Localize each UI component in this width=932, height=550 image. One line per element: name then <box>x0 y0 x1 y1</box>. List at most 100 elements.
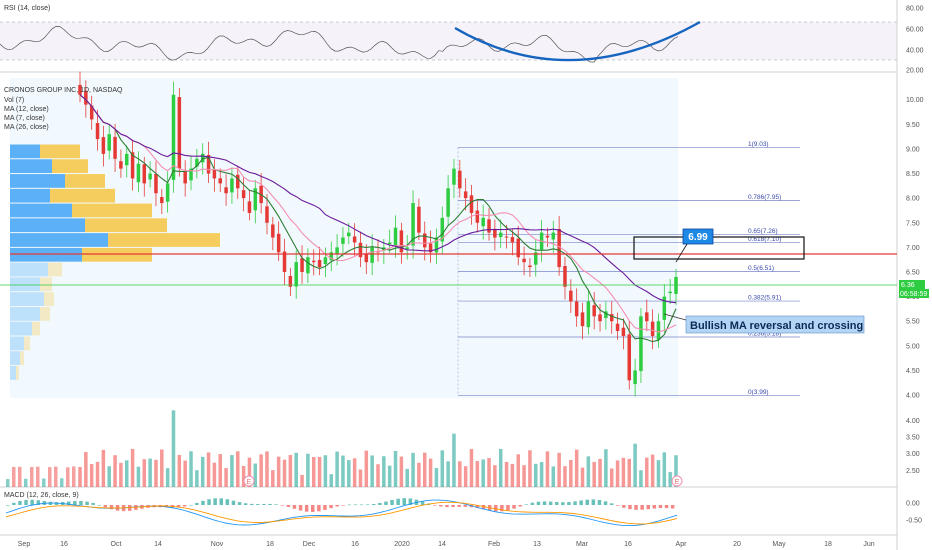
volume-profile-up-bar <box>10 262 48 277</box>
fib-level-label: 0.382(5.91) <box>748 295 781 302</box>
earnings-marker-1[interactable] <box>243 475 255 487</box>
earnings-marker-2[interactable] <box>671 475 683 487</box>
volume-profile-down-bar <box>48 262 62 277</box>
macd-histogram-bar <box>30 499 34 505</box>
volume-bar <box>428 458 433 487</box>
volume-bar <box>195 470 199 487</box>
volume-bar <box>493 465 497 487</box>
candle-body <box>271 224 275 238</box>
macd-histogram-bar <box>311 505 315 512</box>
volume-profile-down-bar <box>50 188 115 203</box>
candle-body <box>265 206 269 223</box>
volume-bar <box>189 451 193 487</box>
candle-body <box>136 163 141 183</box>
price-tag-label: 6.99 <box>688 232 708 243</box>
volume-bar <box>569 460 573 487</box>
macd-histogram-bar <box>201 500 205 505</box>
volume-profile-up-bar <box>10 218 85 233</box>
candle-body <box>160 197 164 204</box>
fib-level-label: 0.5(6.51) <box>748 265 774 272</box>
macd-histogram-bar <box>182 505 187 507</box>
volume-profile-up-bar <box>10 188 50 203</box>
volume-bar <box>440 450 445 487</box>
fib-level-label: 0(3.99) <box>748 389 769 396</box>
volume-bar <box>218 454 222 487</box>
macd-histogram-bar <box>494 505 498 512</box>
macd-histogram-bar <box>567 502 571 505</box>
candle-body <box>487 219 491 233</box>
volume-bar <box>154 459 158 487</box>
volume-bar <box>288 455 293 487</box>
price-tag-pointer <box>675 243 688 263</box>
volume-bar <box>148 458 152 487</box>
candle-body <box>282 251 287 272</box>
volume-tick-label: 2.50 <box>906 468 920 475</box>
macd-histogram-bar <box>616 505 620 506</box>
candle-body <box>645 312 649 322</box>
macd-histogram-bar <box>646 505 650 510</box>
candle-body <box>189 168 193 181</box>
price-tick-label: 8.50 <box>906 171 920 178</box>
macd-histogram-bar <box>378 503 382 505</box>
macd-histogram-bar <box>250 503 254 505</box>
macd-legend: MACD (12, 26, close, 9) <box>4 492 79 499</box>
volume-bar <box>650 454 655 487</box>
callout-text: Bullish MA reversal and crossing <box>690 320 863 332</box>
volume-bar <box>609 468 614 487</box>
time-tick-label: 18 <box>266 541 274 548</box>
price-tick-label: 6.50 <box>906 270 920 277</box>
volume-bar <box>265 451 269 487</box>
volume-bar <box>36 466 40 487</box>
price-tick-label: 5.50 <box>906 319 920 326</box>
volume-bar <box>6 479 10 487</box>
volume-bar <box>165 468 170 487</box>
candle-body <box>463 191 468 199</box>
ma7-legend: MA (7, close) <box>4 115 45 122</box>
volume-bar <box>557 452 561 487</box>
macd-histogram-bar <box>603 501 608 505</box>
candle-body <box>101 137 106 154</box>
candle-body <box>534 252 538 265</box>
volume-profile-up-bar <box>10 321 32 336</box>
candle-body <box>504 236 509 238</box>
price-axis[interactable]: 10.009.509.008.508.007.507.006.506.005.5… <box>906 6 924 525</box>
fib-level-label: 0.65(7.26) <box>748 228 778 235</box>
volume-bar <box>516 454 520 487</box>
volume-bar <box>317 456 322 487</box>
macd-histogram-bar <box>237 502 242 505</box>
volume-bars <box>6 410 678 487</box>
macd-histogram-bar <box>329 505 333 509</box>
candle-body <box>656 321 661 340</box>
candle-body <box>522 258 526 263</box>
volume-bar <box>399 456 404 487</box>
volume-bar <box>335 451 339 487</box>
volume-profile-up-bar <box>10 366 16 380</box>
candle-body <box>183 171 187 184</box>
volume-bar <box>89 464 94 487</box>
price-tag-box <box>682 228 714 245</box>
time-tick-label: Sep <box>18 541 31 548</box>
macd-histogram-bar <box>396 498 400 505</box>
macd-histogram-bar <box>79 501 83 505</box>
macd-histogram-bar <box>585 499 589 505</box>
time-tick-label: 16 <box>624 541 632 548</box>
candle-body <box>311 260 316 263</box>
price-tick-label: 9.50 <box>906 122 920 129</box>
volume-tick-label: 3.50 <box>906 435 920 442</box>
volume-bar <box>183 460 187 487</box>
macd-histogram-bar <box>335 505 339 507</box>
volume-profile-up-bar <box>10 174 65 188</box>
volume-bar <box>528 450 532 487</box>
annotation-rect[interactable] <box>633 236 805 260</box>
candle-body <box>358 242 363 258</box>
volume-bar <box>498 448 503 487</box>
volume-bar <box>668 472 672 487</box>
volume-profile-down-bar <box>82 247 152 262</box>
time-axis[interactable]: Sep 16 Oct 14 Nov 18 Dec 16 2020 14 Feb 13 Mar 16 Apr 2… <box>18 541 875 548</box>
price-tick-label: 7.50 <box>906 220 920 227</box>
volume-bar <box>12 466 16 487</box>
volume-bar <box>253 463 258 487</box>
candle-body <box>551 232 556 240</box>
candle-body <box>124 153 129 166</box>
